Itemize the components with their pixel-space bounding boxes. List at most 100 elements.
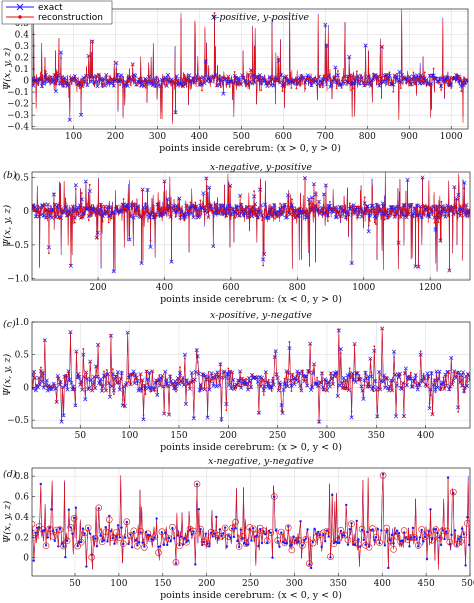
marker-reconstruction — [197, 78, 200, 80]
marker-reconstruction — [393, 533, 401, 540]
marker-exact — [460, 527, 464, 530]
marker-exact — [195, 354, 200, 359]
marker-reconstruction — [365, 82, 368, 85]
marker-reconstruction — [134, 373, 137, 376]
marker-reconstruction — [143, 85, 145, 88]
marker-exact — [58, 50, 64, 55]
axes-frame — [31, 467, 471, 577]
marker-reconstruction — [239, 371, 242, 374]
marker-reconstruction — [105, 516, 113, 523]
marker-reconstruction — [234, 216, 237, 219]
marker-reconstruction — [126, 84, 129, 87]
marker-exact — [37, 526, 41, 529]
marker-reconstruction — [65, 373, 68, 376]
marker-exact — [422, 540, 425, 543]
marker-exact — [60, 385, 65, 390]
marker-exact — [324, 44, 329, 49]
marker-reconstruction — [388, 71, 391, 74]
marker-exact — [59, 419, 64, 424]
marker-reconstruction — [421, 177, 424, 180]
marker-reconstruction — [113, 218, 116, 221]
marker-reconstruction — [77, 538, 85, 546]
marker-reconstruction — [148, 76, 150, 79]
marker-exact — [50, 508, 53, 511]
marker-exact — [172, 537, 176, 540]
marker-reconstruction — [144, 202, 147, 204]
panel-label: (d) — [3, 469, 17, 480]
marker-reconstruction — [381, 327, 384, 330]
marker-reconstruction — [207, 528, 215, 536]
marker-exact — [322, 210, 327, 215]
marker-reconstruction — [148, 373, 151, 376]
marker-reconstruction — [164, 371, 167, 374]
marker-exact — [35, 385, 40, 390]
marker-reconstruction — [451, 383, 454, 385]
y-tick-label: 0.2 — [15, 53, 29, 63]
marker-reconstruction — [267, 378, 270, 381]
marker-reconstruction — [350, 410, 353, 413]
marker-reconstruction — [107, 221, 110, 224]
marker-reconstruction — [251, 82, 254, 85]
marker-reconstruction — [90, 204, 93, 206]
marker-reconstruction — [59, 217, 62, 220]
marker-reconstruction — [245, 210, 248, 213]
marker-reconstruction — [120, 210, 123, 213]
marker-reconstruction — [183, 219, 186, 222]
marker-reconstruction — [460, 375, 463, 378]
marker-reconstruction — [358, 82, 361, 84]
marker-reconstruction — [212, 384, 215, 387]
marker-exact — [62, 545, 65, 548]
marker-exact — [67, 508, 71, 511]
marker-reconstruction — [91, 389, 94, 391]
marker-reconstruction — [202, 76, 205, 79]
marker-reconstruction — [36, 81, 38, 83]
marker-exact — [425, 371, 430, 376]
marker-exact — [452, 369, 457, 374]
marker-reconstruction — [192, 215, 195, 218]
x-tick-label: 400 — [156, 283, 173, 293]
marker-exact — [213, 72, 218, 78]
plot-area — [32, 472, 470, 570]
marker-reconstruction — [412, 216, 415, 219]
marker-exact — [154, 76, 159, 81]
marker-reconstruction — [64, 202, 67, 205]
marker-reconstruction — [197, 525, 204, 533]
marker-exact — [408, 545, 411, 548]
marker-exact — [362, 201, 367, 206]
marker-exact — [411, 211, 416, 216]
marker-reconstruction — [127, 208, 130, 211]
marker-reconstruction — [106, 205, 109, 208]
marker-exact — [357, 538, 360, 541]
marker-reconstruction — [235, 75, 237, 78]
marker-reconstruction — [454, 205, 457, 208]
marker-exact — [431, 537, 434, 541]
marker-reconstruction — [428, 402, 431, 405]
x-tick-label: 450 — [418, 579, 435, 589]
marker-reconstruction — [242, 76, 245, 79]
marker-exact — [259, 375, 264, 380]
marker-reconstruction — [400, 527, 408, 534]
marker-reconstruction — [396, 72, 398, 75]
marker-exact — [292, 382, 297, 387]
marker-reconstruction — [131, 63, 134, 66]
marker-exact — [96, 210, 101, 215]
marker-reconstruction — [246, 82, 249, 85]
marker-exact — [345, 373, 350, 378]
marker-exact — [165, 381, 170, 386]
marker-reconstruction — [432, 384, 435, 387]
marker-reconstruction — [208, 76, 211, 79]
marker-reconstruction — [419, 350, 422, 353]
marker-reconstruction — [276, 79, 279, 82]
marker-reconstruction — [394, 206, 397, 208]
marker-reconstruction — [442, 376, 445, 379]
marker-exact — [437, 210, 442, 215]
marker-reconstruction — [56, 526, 64, 533]
marker-reconstruction — [68, 214, 71, 217]
marker-reconstruction — [379, 472, 387, 479]
marker-exact — [237, 378, 242, 383]
marker-reconstruction — [360, 215, 363, 218]
marker-exact — [55, 76, 60, 81]
axes-frame — [31, 321, 471, 429]
marker-exact — [438, 386, 443, 391]
marker-reconstruction — [299, 208, 301, 210]
